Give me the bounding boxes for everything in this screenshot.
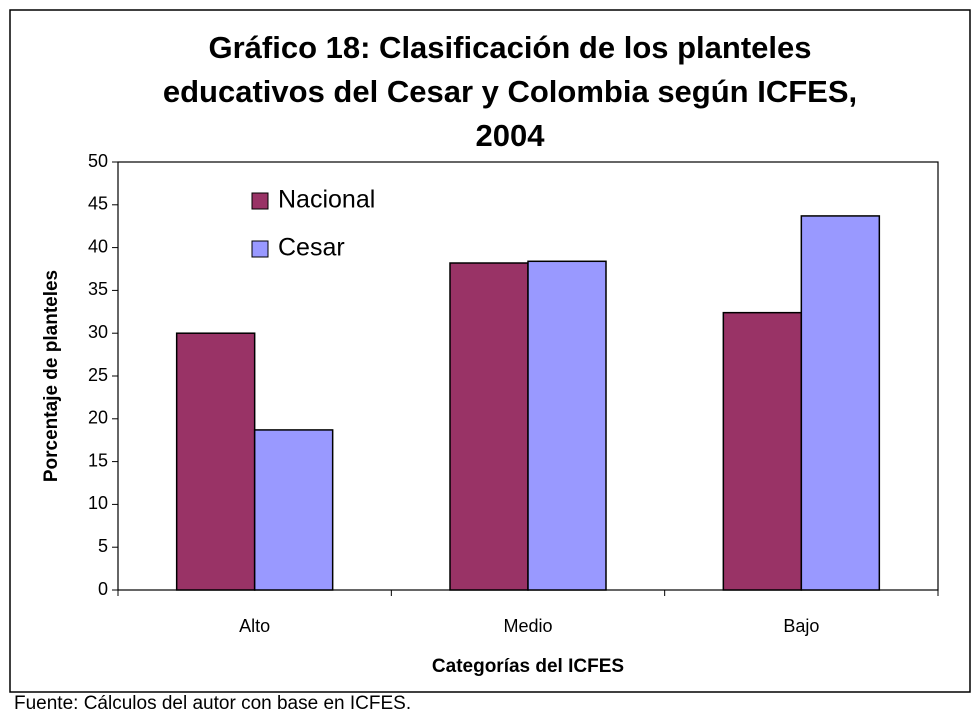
y-tick-label: 25 (88, 365, 108, 385)
y-tick-label: 50 (88, 151, 108, 171)
y-tick-label: 20 (88, 408, 108, 428)
chart-title: 2004 (476, 118, 546, 153)
legend-label: Cesar (278, 234, 345, 262)
bar (175, 332, 256, 591)
legend-swatch (251, 192, 269, 210)
y-tick-label: 10 (88, 493, 108, 513)
bar (253, 429, 334, 591)
source-note: Fuente: Cálculos del autor con base en I… (14, 693, 411, 714)
y-tick-label: 5 (98, 536, 108, 556)
legend-swatch (251, 240, 269, 258)
chart-title: educativos del Cesar y Colombia según IC… (163, 74, 857, 109)
legend-label: Nacional (278, 186, 375, 214)
bar (722, 311, 803, 591)
y-tick-label: 40 (88, 236, 108, 256)
y-tick-label: 0 (98, 579, 108, 599)
y-tick-label: 45 (88, 194, 108, 214)
x-tick-label: Bajo (783, 616, 819, 636)
x-tick-label: Medio (503, 616, 552, 636)
y-axis-label: Porcentaje de planteles (41, 270, 62, 482)
chart-title: Gráfico 18: Clasificación de los plantel… (209, 30, 812, 65)
x-tick-label: Alto (239, 616, 270, 636)
x-axis-label: Categorías del ICFES (432, 656, 624, 677)
y-tick-label: 15 (88, 450, 108, 470)
y-tick-label: 30 (88, 322, 108, 342)
bar (449, 262, 529, 591)
bar (800, 215, 881, 591)
bar (527, 260, 607, 591)
y-tick-label: 35 (88, 279, 108, 299)
